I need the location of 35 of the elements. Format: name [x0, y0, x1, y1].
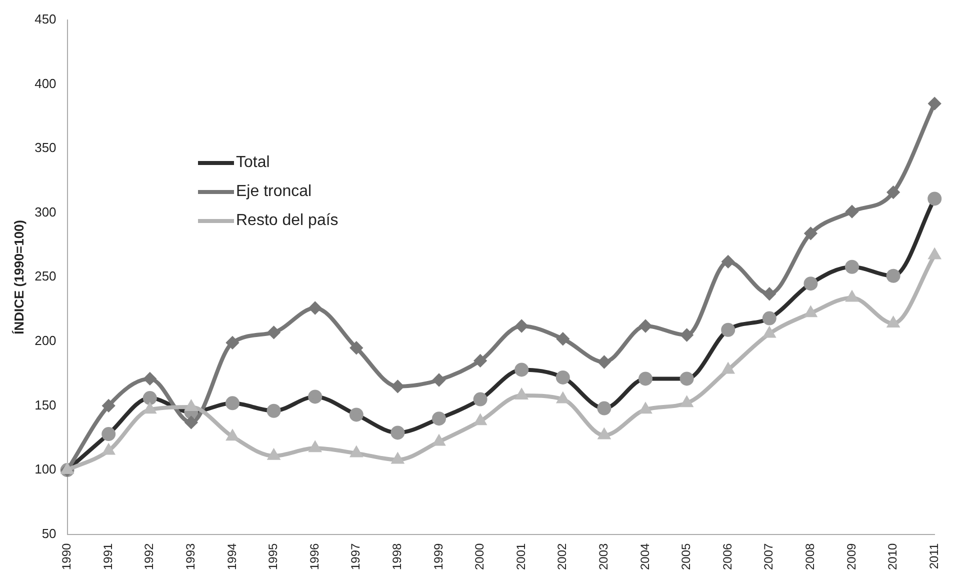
x-tick-label: 1997	[348, 542, 363, 570]
x-tick-label: 1998	[390, 542, 404, 570]
x-tick-label: 2006	[720, 542, 734, 570]
y-tick-label: 150	[34, 397, 56, 412]
x-tick-label: 2003	[596, 542, 611, 570]
y-tick-label: 200	[34, 333, 56, 348]
x-tick-label: 2010	[886, 542, 900, 570]
y-tick-label: 300	[34, 204, 56, 220]
x-tick-label: 1993	[184, 542, 198, 570]
x-tick-label: 1995	[266, 542, 280, 570]
x-tick-label: 2007	[762, 542, 776, 570]
y-tick-label: 250	[34, 268, 56, 284]
y-tick-label: 450	[34, 12, 56, 27]
x-tick-label: 1991	[100, 542, 115, 570]
x-tick-label: 2000	[472, 542, 487, 570]
x-tick-label: 1992	[142, 542, 156, 570]
x-tick-label: 1990	[60, 542, 74, 570]
y-tick-label: 100	[34, 462, 56, 477]
y-tick-label: 400	[34, 76, 56, 91]
x-tick-label: 2011	[926, 542, 941, 570]
y-axis-title: ÍNDICE (1990=100)	[11, 220, 26, 334]
legend-label: Eje troncal	[236, 182, 312, 200]
x-tick-label: 2001	[514, 542, 528, 570]
legend-label: Total	[236, 154, 270, 172]
y-tick-label: 350	[34, 140, 56, 156]
legend-label: Resto del país	[236, 212, 338, 230]
x-tick-label: 1996	[307, 542, 322, 570]
x-tick-label: 2005	[679, 542, 694, 570]
x-tick-label: 2008	[803, 542, 818, 570]
x-tick-label: 2009	[844, 542, 858, 570]
x-tick-label: 2004	[638, 542, 652, 570]
x-tick-label: 1999	[431, 542, 446, 570]
y-tick-label: 50	[42, 526, 56, 541]
x-tick-label: 1994	[224, 542, 239, 570]
x-tick-label: 2002	[555, 542, 570, 570]
